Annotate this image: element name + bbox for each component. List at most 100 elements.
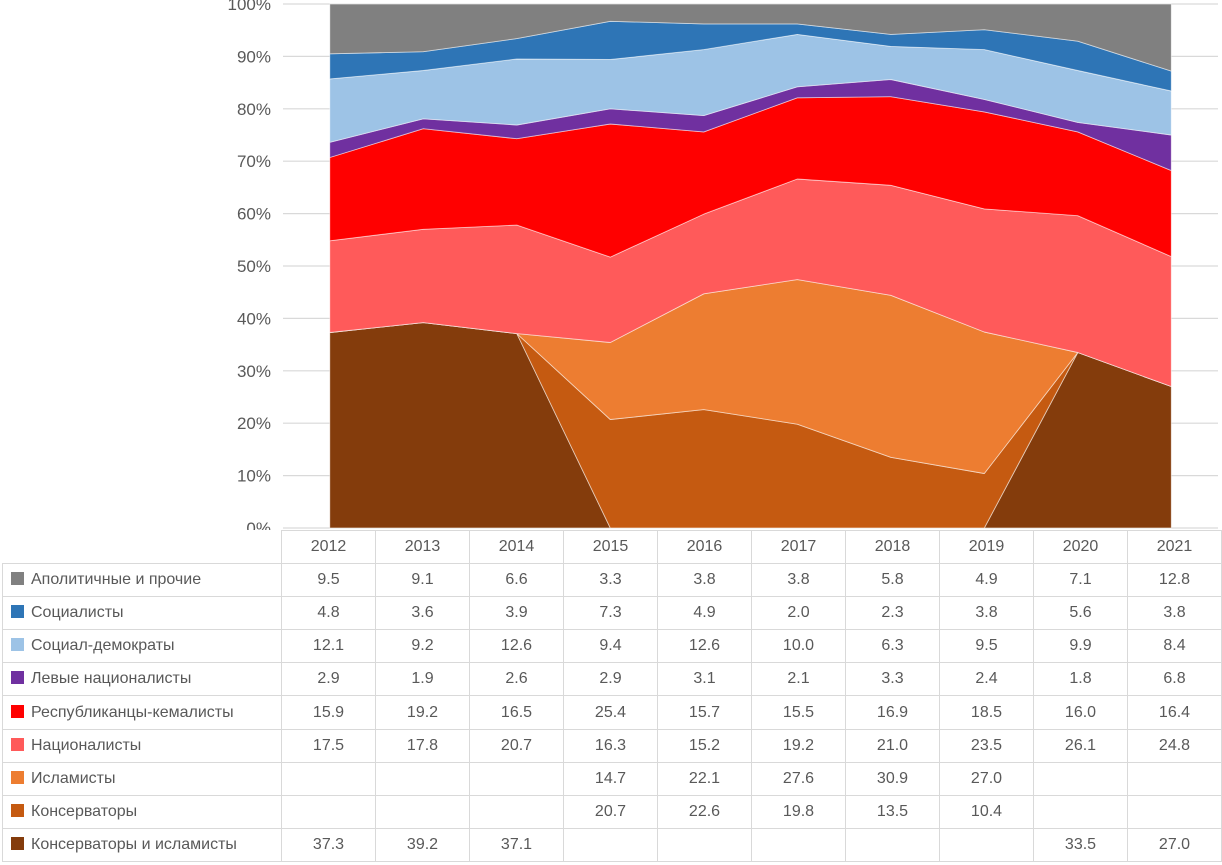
value-cell: 12.6 <box>657 629 752 664</box>
value-cell: 30.9 <box>845 761 940 796</box>
value-cell: 3.8 <box>751 563 846 598</box>
value-cell <box>1127 761 1222 796</box>
value-cell: 4.9 <box>657 596 752 631</box>
value-cell <box>469 794 564 829</box>
value-cell: 26.1 <box>1033 728 1128 763</box>
value-cell: 3.8 <box>1127 596 1222 631</box>
series-label-cell: Аполитичные и прочие <box>2 563 282 598</box>
y-axis-tick-label: 60% <box>237 205 271 224</box>
value-cell <box>1127 794 1222 829</box>
table-row: Исламисты 14.7 22.1 27.6 30.9 27.0 <box>2 761 1222 796</box>
series-label-cell: Консерваторы и исламисты <box>2 827 282 862</box>
value-cell: 16.5 <box>469 695 564 730</box>
value-cell: 3.3 <box>845 662 940 697</box>
value-cell: 21.0 <box>845 728 940 763</box>
value-cell: 37.3 <box>281 827 376 862</box>
y-axis-tick-label: 30% <box>237 362 271 381</box>
value-cell: 5.6 <box>1033 596 1128 631</box>
value-cell: 2.9 <box>563 662 658 697</box>
year-header-cell: 2017 <box>751 529 846 565</box>
value-cell: 10.4 <box>939 794 1034 829</box>
value-cell: 16.0 <box>1033 695 1128 730</box>
table-row: Консерваторы и исламисты 37.3 39.2 37.1 33.5… <box>2 827 1222 862</box>
value-cell: 16.4 <box>1127 695 1222 730</box>
value-cell: 37.1 <box>469 827 564 862</box>
y-axis-tick-label: 20% <box>237 414 271 433</box>
value-cell: 27.6 <box>751 761 846 796</box>
value-cell: 7.1 <box>1033 563 1128 598</box>
series-label-cell: Левые националисты <box>2 662 282 697</box>
series-label-cell: Республиканцы-кемалисты <box>2 695 282 730</box>
value-cell <box>751 827 846 862</box>
value-cell: 14.7 <box>563 761 658 796</box>
value-cell: 5.8 <box>845 563 940 598</box>
table-header-row: 2012 2013 2014 2015 2016 2017 2018 2019 2020 2021 <box>2 529 1222 565</box>
value-cell <box>375 761 470 796</box>
series-label: Социалисты <box>31 604 124 622</box>
year-header-cell: 2018 <box>845 529 940 565</box>
value-cell: 27.0 <box>1127 827 1222 862</box>
value-cell: 1.8 <box>1033 662 1128 697</box>
table-row: Консерваторы 20.7 22.6 19.8 13.5 10.4 <box>2 794 1222 829</box>
value-cell: 33.5 <box>1033 827 1128 862</box>
value-cell: 16.3 <box>563 728 658 763</box>
value-cell: 1.9 <box>375 662 470 697</box>
series-label: Националисты <box>31 736 142 754</box>
value-cell <box>375 794 470 829</box>
value-cell: 3.6 <box>375 596 470 631</box>
value-cell <box>845 827 940 862</box>
value-cell: 3.8 <box>657 563 752 598</box>
series-label: Консерваторы и исламисты <box>31 835 237 853</box>
value-cell: 9.2 <box>375 629 470 664</box>
value-cell: 4.8 <box>281 596 376 631</box>
value-cell: 19.2 <box>375 695 470 730</box>
value-cell: 19.2 <box>751 728 846 763</box>
y-axis-tick-label: 100% <box>228 0 271 14</box>
value-cell: 22.1 <box>657 761 752 796</box>
value-cell: 22.6 <box>657 794 752 829</box>
value-cell: 39.2 <box>375 827 470 862</box>
value-cell: 3.9 <box>469 596 564 631</box>
series-label-cell: Социалисты <box>2 596 282 631</box>
legend-swatch-icon <box>11 737 24 751</box>
value-cell: 9.5 <box>281 563 376 598</box>
value-cell: 23.5 <box>939 728 1034 763</box>
legend-swatch-icon <box>11 638 24 652</box>
value-cell: 10.0 <box>751 629 846 664</box>
value-cell <box>657 827 752 862</box>
value-cell: 18.5 <box>939 695 1034 730</box>
value-cell: 25.4 <box>563 695 658 730</box>
table-row: Социал-демократы 12.1 9.2 12.6 9.4 12.6 10.0 6.… <box>2 629 1222 664</box>
value-cell: 2.1 <box>751 662 846 697</box>
value-cell: 17.8 <box>375 728 470 763</box>
value-cell: 20.7 <box>563 794 658 829</box>
legend-swatch-icon <box>11 704 24 718</box>
value-cell: 6.8 <box>1127 662 1222 697</box>
value-cell: 3.8 <box>939 596 1034 631</box>
value-cell: 15.2 <box>657 728 752 763</box>
value-cell: 4.9 <box>939 563 1034 598</box>
value-cell: 6.3 <box>845 629 940 664</box>
value-cell: 6.6 <box>469 563 564 598</box>
value-cell: 16.9 <box>845 695 940 730</box>
value-cell: 2.3 <box>845 596 940 631</box>
table-row: Левые националисты 2.9 1.9 2.6 2.9 3.1 2.1 3.3 2… <box>2 662 1222 697</box>
value-cell: 7.3 <box>563 596 658 631</box>
y-axis-tick-label: 80% <box>237 100 271 119</box>
value-cell <box>563 827 658 862</box>
value-cell: 8.4 <box>1127 629 1222 664</box>
chart-data-table-region: 2012 2013 2014 2015 2016 2017 2018 2019 2020 2021… <box>0 529 1222 865</box>
value-cell <box>939 827 1034 862</box>
series-label: Социал-демократы <box>31 637 175 655</box>
value-cell: 27.0 <box>939 761 1034 796</box>
series-label: Аполитичные и прочие <box>31 571 202 589</box>
legend-swatch-icon <box>11 572 24 586</box>
y-axis-tick-label: 10% <box>237 467 271 486</box>
value-cell: 2.0 <box>751 596 846 631</box>
series-label: Консерваторы <box>31 802 138 820</box>
value-cell <box>469 761 564 796</box>
series-label: Левые националисты <box>31 670 192 688</box>
legend-swatch-icon <box>11 605 24 619</box>
year-header-cell: 2021 <box>1127 529 1222 565</box>
y-axis-tick-label: 90% <box>237 47 271 66</box>
